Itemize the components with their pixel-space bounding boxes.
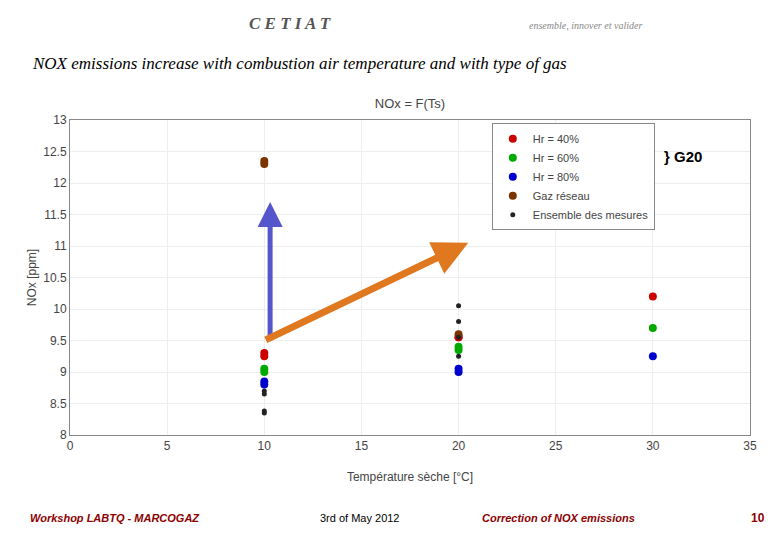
- svg-text:NOx = F(Ts): NOx = F(Ts): [375, 96, 445, 111]
- svg-text:} G20: } G20: [664, 148, 702, 165]
- svg-text:10: 10: [53, 302, 67, 316]
- svg-text:Correction of NOX emissions: Correction of NOX emissions: [482, 512, 635, 524]
- svg-text:Hr = 60%: Hr = 60%: [533, 152, 579, 164]
- svg-text:C E T I A T: C E T I A T: [249, 14, 331, 33]
- svg-text:10: 10: [751, 511, 765, 525]
- svg-text:11.5: 11.5: [44, 208, 67, 222]
- svg-text:Gaz réseau: Gaz réseau: [533, 190, 590, 202]
- svg-text:9.5: 9.5: [50, 334, 67, 348]
- svg-text:Hr = 40%: Hr = 40%: [533, 133, 579, 145]
- svg-text:10.5: 10.5: [43, 271, 67, 285]
- svg-text:0: 0: [67, 439, 74, 453]
- svg-text:Hr = 80%: Hr = 80%: [533, 171, 579, 183]
- svg-text:3rd of May 2012: 3rd of May 2012: [320, 512, 400, 524]
- svg-text:12: 12: [53, 176, 67, 190]
- svg-text:13: 13: [53, 113, 67, 127]
- svg-text:Température sèche [°C]: Température sèche [°C]: [347, 470, 473, 484]
- svg-text:30: 30: [646, 439, 660, 453]
- svg-text:8: 8: [60, 428, 67, 442]
- svg-text:NOX emissions increase with co: NOX emissions increase with combustion a…: [32, 54, 567, 73]
- svg-text:Workshop LABTQ - MARCOGAZ: Workshop LABTQ - MARCOGAZ: [30, 512, 200, 524]
- svg-text:8.5: 8.5: [50, 397, 67, 411]
- svg-text:15: 15: [355, 439, 369, 453]
- svg-text:ensemble, innover et valider: ensemble, innover et valider: [529, 20, 642, 31]
- svg-text:9: 9: [60, 365, 67, 379]
- svg-text:NOx [ppm]: NOx [ppm]: [25, 249, 39, 306]
- svg-text:5: 5: [164, 439, 171, 453]
- svg-text:12.5: 12.5: [43, 145, 67, 159]
- svg-text:10: 10: [258, 439, 272, 453]
- svg-text:Ensemble des mesures: Ensemble des mesures: [533, 209, 648, 221]
- svg-text:25: 25: [549, 439, 563, 453]
- svg-text:35: 35: [743, 439, 757, 453]
- svg-text:11: 11: [54, 239, 67, 253]
- svg-text:20: 20: [452, 439, 466, 453]
